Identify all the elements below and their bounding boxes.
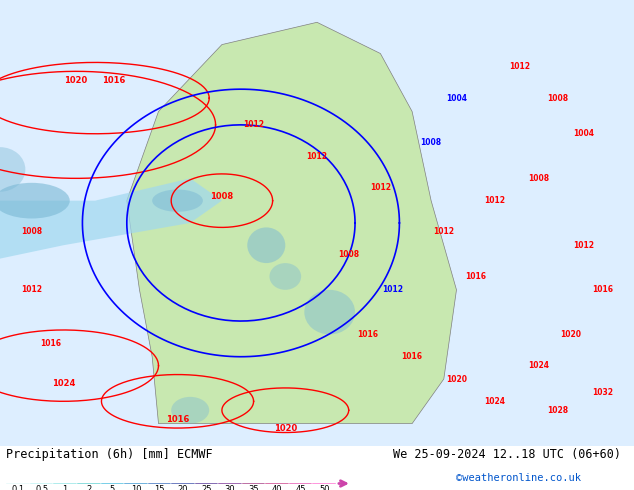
Bar <box>242 483 266 484</box>
Polygon shape <box>0 178 222 259</box>
Text: 15: 15 <box>154 485 165 490</box>
Text: 1008: 1008 <box>547 94 569 102</box>
Text: 1012: 1012 <box>433 227 455 236</box>
Text: 1032: 1032 <box>592 388 613 397</box>
Text: 1020: 1020 <box>274 423 297 433</box>
Text: 1020: 1020 <box>65 76 87 85</box>
Text: 2: 2 <box>86 485 91 490</box>
Text: 35: 35 <box>249 485 259 490</box>
Polygon shape <box>127 22 456 423</box>
Bar <box>77 483 101 484</box>
Text: 1: 1 <box>63 485 68 490</box>
Text: 1016: 1016 <box>103 76 126 85</box>
Ellipse shape <box>269 263 301 290</box>
Text: 1016: 1016 <box>166 415 189 424</box>
Text: We 25-09-2024 12..18 UTC (06+60): We 25-09-2024 12..18 UTC (06+60) <box>393 448 621 462</box>
Bar <box>171 483 195 484</box>
Text: 40: 40 <box>272 485 282 490</box>
Bar <box>313 483 336 484</box>
Text: 1008: 1008 <box>528 174 550 183</box>
Ellipse shape <box>0 147 25 192</box>
Text: 1004: 1004 <box>446 94 467 102</box>
Text: 1012: 1012 <box>370 183 391 192</box>
Text: 45: 45 <box>295 485 306 490</box>
Text: 1016: 1016 <box>357 330 378 339</box>
Bar <box>266 483 289 484</box>
Text: 1012: 1012 <box>484 196 505 205</box>
Text: 1008: 1008 <box>420 138 442 147</box>
Text: 1008: 1008 <box>210 192 233 201</box>
Text: ©weatheronline.co.uk: ©weatheronline.co.uk <box>456 473 581 483</box>
Text: 1016: 1016 <box>401 352 423 361</box>
Ellipse shape <box>304 290 355 335</box>
Bar <box>30 483 53 484</box>
Ellipse shape <box>247 227 285 263</box>
Ellipse shape <box>171 397 209 423</box>
Text: 0.1: 0.1 <box>11 485 25 490</box>
Bar <box>289 483 313 484</box>
Text: 1016: 1016 <box>592 285 613 294</box>
Text: 30: 30 <box>224 485 235 490</box>
Text: 1024: 1024 <box>52 379 75 388</box>
Text: 10: 10 <box>131 485 141 490</box>
Text: 25: 25 <box>201 485 212 490</box>
Bar <box>101 483 124 484</box>
Text: 1012: 1012 <box>573 241 594 250</box>
Bar <box>218 483 242 484</box>
Text: 1024: 1024 <box>484 397 505 406</box>
Text: 5: 5 <box>110 485 115 490</box>
Text: 1012: 1012 <box>21 285 42 294</box>
Text: 1020: 1020 <box>560 330 581 339</box>
Text: 1020: 1020 <box>446 374 467 384</box>
Text: 1008: 1008 <box>21 227 42 236</box>
Bar <box>148 483 171 484</box>
Text: 1012: 1012 <box>382 285 404 294</box>
Text: 1008: 1008 <box>338 250 359 259</box>
Text: 1012: 1012 <box>306 151 328 161</box>
Text: 1016: 1016 <box>465 272 486 281</box>
Bar <box>6 483 30 484</box>
Text: 0.5: 0.5 <box>35 485 48 490</box>
Ellipse shape <box>152 190 203 212</box>
Ellipse shape <box>0 183 70 219</box>
FancyBboxPatch shape <box>0 0 634 446</box>
Text: 1024: 1024 <box>528 361 550 370</box>
Text: 20: 20 <box>178 485 188 490</box>
Text: 1004: 1004 <box>573 129 594 138</box>
Bar <box>195 483 218 484</box>
Text: 1028: 1028 <box>547 406 569 415</box>
Text: 1016: 1016 <box>40 339 61 348</box>
Text: 50: 50 <box>319 485 330 490</box>
Bar <box>124 483 148 484</box>
Text: Precipitation (6h) [mm] ECMWF: Precipitation (6h) [mm] ECMWF <box>6 448 213 462</box>
Bar <box>53 483 77 484</box>
Text: 1012: 1012 <box>243 121 264 129</box>
Text: 1012: 1012 <box>509 62 531 72</box>
